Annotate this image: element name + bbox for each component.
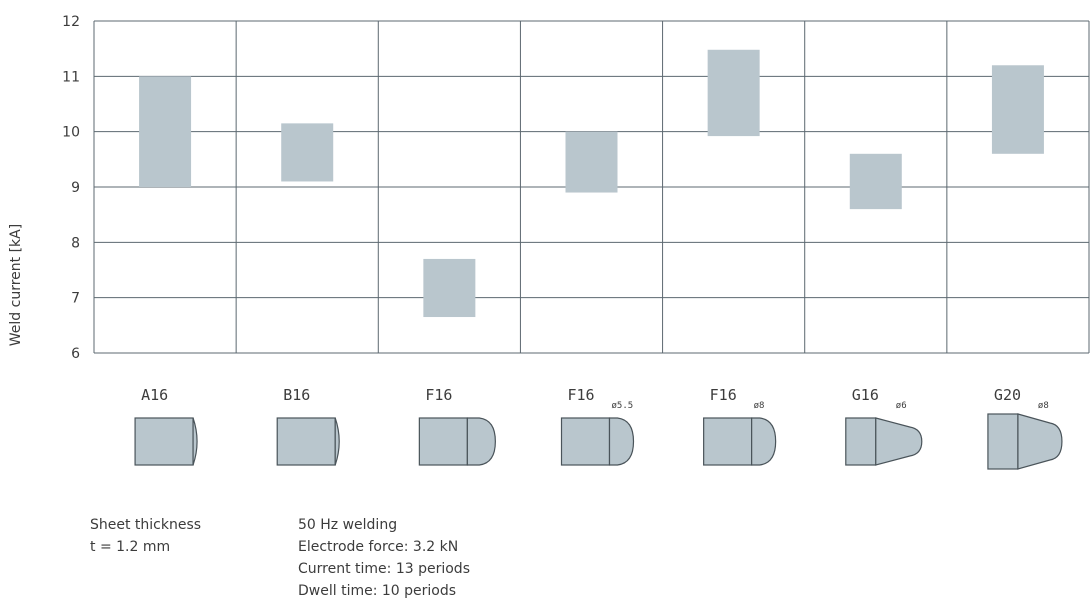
current-time: Current time: 13 periods xyxy=(298,561,470,577)
electrode-icon xyxy=(987,413,1063,470)
electrode-icon xyxy=(845,417,923,466)
y-tick-labels: 6 7 8 9 10 11 12 xyxy=(62,14,80,362)
category-sublabel: ø6 xyxy=(896,401,907,411)
range-bar xyxy=(423,258,476,318)
category-label: B16 xyxy=(283,386,310,404)
range-bars xyxy=(139,49,1044,318)
y-tick-7: 7 xyxy=(71,291,80,307)
category-label: A16 xyxy=(141,386,168,404)
electrode-icon xyxy=(134,417,198,466)
category-label: G16 xyxy=(852,386,879,404)
electrode-shapes xyxy=(134,413,1063,470)
category-sublabel: ø8 xyxy=(1038,401,1049,411)
electrode-icon xyxy=(276,417,340,466)
category-label: F16 xyxy=(710,386,737,404)
electrode-body xyxy=(845,417,877,466)
electrode-icon xyxy=(560,417,635,466)
range-bar xyxy=(707,49,760,137)
electrode-tip xyxy=(875,417,923,466)
y-tick-6: 6 xyxy=(71,346,80,362)
sheet-thickness-line: Sheet thickness xyxy=(90,517,202,533)
y-tick-12: 12 xyxy=(62,14,80,30)
range-bar xyxy=(849,153,902,210)
range-bar xyxy=(139,76,192,187)
electrode-tip xyxy=(751,417,777,466)
y-tick-11: 11 xyxy=(62,69,80,85)
sheet-thickness-note: Sheet thickness t = 1.2 mm xyxy=(90,514,201,558)
category-sublabel: ø5.5 xyxy=(612,401,634,411)
electrode-icon xyxy=(418,417,496,466)
category-label: F16 xyxy=(425,386,452,404)
electrode-body xyxy=(276,417,336,466)
electrode-body xyxy=(703,417,753,466)
sheet-thickness-value: t = 1.2 mm xyxy=(90,539,171,555)
range-bar xyxy=(565,131,618,193)
electrode-body xyxy=(418,417,468,466)
category-label: G20 xyxy=(994,386,1021,404)
electrode-body xyxy=(987,413,1019,470)
electrode-force: Electrode force: 3.2 kN xyxy=(298,539,459,555)
electrode-body xyxy=(134,417,194,466)
category-label: F16 xyxy=(568,386,595,404)
electrode-tip xyxy=(466,417,496,466)
range-bar xyxy=(991,65,1044,154)
category-sublabel: ø8 xyxy=(754,401,765,411)
electrode-tip xyxy=(192,417,198,466)
welding-parameters-note: 50 Hz welding Electrode force: 3.2 kN Cu… xyxy=(298,514,470,602)
y-tick-9: 9 xyxy=(71,180,80,196)
y-tick-10: 10 xyxy=(62,125,80,141)
electrode-tip xyxy=(1017,413,1063,470)
electrode-tip xyxy=(608,417,635,466)
electrode-body xyxy=(560,417,611,466)
category-labels: A16 B16 F16 F16 ø5.5 F16 ø8 G16 ø6 G20 ø8 xyxy=(141,386,1049,411)
dwell-time: Dwell time: 10 periods xyxy=(298,583,457,599)
range-bar xyxy=(281,123,334,182)
electrode-icon xyxy=(703,417,777,466)
electrode-tip xyxy=(334,417,340,466)
welding-frequency: 50 Hz welding xyxy=(298,517,398,533)
y-tick-8: 8 xyxy=(71,235,80,251)
y-axis-label: Weld current [kA] xyxy=(8,224,24,346)
